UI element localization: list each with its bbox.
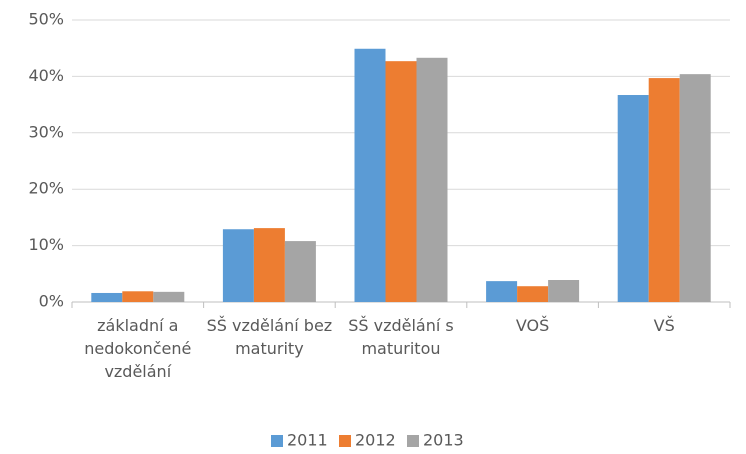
bar — [385, 61, 417, 303]
bar — [253, 228, 285, 302]
x-tick-label: SŠ vzdělání bez maturity — [206, 316, 333, 358]
bar — [486, 281, 518, 302]
x-tick-label: základní a nedokončené vzdělání — [84, 316, 192, 381]
x-tick-label: SŠ vzdělání s maturitou — [348, 316, 454, 358]
legend-swatch — [339, 435, 351, 447]
y-tick-label: 20% — [28, 179, 64, 198]
y-tick-label: 50% — [28, 10, 64, 29]
y-tick-label: 0% — [39, 292, 64, 311]
bar — [648, 78, 680, 302]
bar — [122, 291, 154, 302]
bar — [91, 292, 123, 302]
x-tick-label: VOŠ — [515, 316, 550, 335]
bar — [548, 280, 580, 302]
bar — [153, 291, 185, 302]
bar — [517, 286, 549, 302]
bar — [617, 95, 649, 303]
bar — [354, 48, 386, 302]
legend-label: 2013 — [423, 431, 464, 450]
legend-label: 2011 — [287, 431, 328, 450]
bar — [284, 241, 316, 302]
bar — [416, 57, 448, 303]
bar — [222, 229, 254, 302]
legend-swatch — [271, 435, 283, 447]
bar — [679, 74, 711, 302]
legend-label: 2012 — [355, 431, 396, 450]
y-tick-label: 30% — [28, 122, 64, 141]
legend-swatch — [407, 435, 419, 447]
x-tick-label: VŠ — [653, 316, 675, 335]
y-tick-label: 40% — [28, 66, 64, 85]
y-tick-label: 10% — [28, 235, 64, 254]
